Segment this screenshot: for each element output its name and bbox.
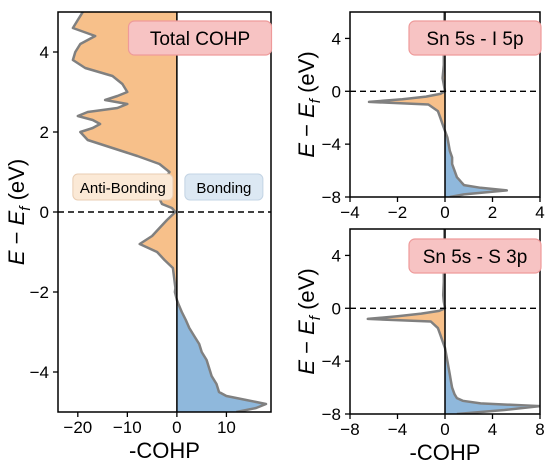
x-tick-label: 0 [440, 420, 449, 439]
y-tick-label: −8 [322, 405, 341, 424]
antibonding-label-box [72, 173, 174, 201]
panel-title: Sn 5s - I 5p [426, 29, 523, 50]
y-tick-label: 4 [40, 43, 49, 62]
y-tick-label: 0 [332, 82, 341, 101]
x-tick-label: −2 [388, 203, 407, 222]
x-axis-label: -COHP [410, 440, 481, 465]
x-tick-label: 0 [172, 418, 181, 437]
bonding-label-box [184, 173, 264, 201]
y-axis-label: E − Ef (eV) [294, 268, 324, 374]
x-tick-label: 4 [488, 420, 497, 439]
cohp-curve [367, 12, 509, 197]
y-tick-label: 4 [332, 29, 341, 48]
x-tick-label: 8 [535, 420, 544, 439]
y-tick-label: 4 [332, 246, 341, 265]
y-axis-label: E − Ef (eV) [4, 159, 34, 265]
x-tick-label: 10 [217, 418, 236, 437]
panel-title: Total COHP [150, 29, 250, 50]
antibonding-label: Anti-Bonding [80, 180, 166, 197]
x-tick-label: −10 [113, 418, 142, 437]
x-tick-label: 4 [535, 203, 544, 222]
y-tick-label: 2 [40, 123, 49, 142]
plot-area [71, 12, 268, 412]
antibonding-area [72, 12, 177, 300]
cohp-curve [366, 229, 540, 414]
plot-area [366, 229, 540, 414]
title-badge [408, 238, 542, 274]
title-badge [408, 20, 542, 56]
x-tick-label: −20 [63, 418, 92, 437]
panel-title: Sn 5s - S 3p [423, 247, 528, 268]
y-tick-label: −4 [322, 135, 341, 154]
y-tick-label: −4 [30, 363, 49, 382]
y-tick-label: −4 [322, 352, 341, 371]
cohp-curve [71, 12, 268, 412]
panel-2: −8 −4 0 4 8 −8 −4 0 4 -COHP E − Ef (eV) Sn 5s - S 3… [294, 228, 545, 465]
bonding-area [176, 12, 266, 412]
y-axis-label: E − Ef (eV) [294, 51, 324, 157]
x-axis-label: -COHP [129, 438, 200, 463]
bonding-area [445, 12, 507, 197]
x-tick-label: −4 [388, 420, 407, 439]
y-tick-label: −2 [30, 283, 49, 302]
plot-area [367, 12, 509, 197]
title-badge [127, 20, 273, 56]
x-tick-label: −8 [340, 420, 359, 439]
bonding-label: Bonding [196, 180, 251, 197]
y-tick-label: 0 [332, 299, 341, 318]
y-tick-label: −8 [322, 188, 341, 207]
y-tick-label: 0 [40, 203, 49, 222]
x-tick-label: 2 [488, 203, 497, 222]
x-tick-label: −4 [340, 203, 359, 222]
x-tick-label: 0 [440, 203, 449, 222]
